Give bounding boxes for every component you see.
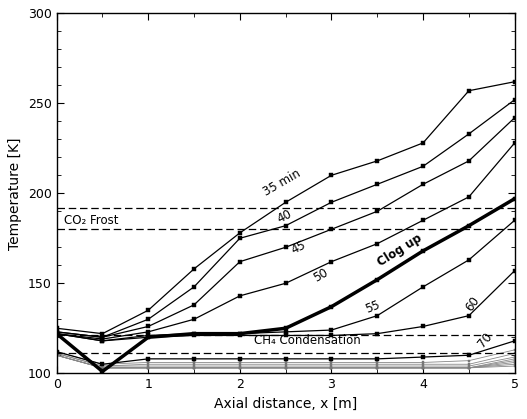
Text: CO₂ Frost: CO₂ Frost: [64, 214, 119, 227]
Text: 55: 55: [363, 298, 382, 316]
Text: CH₄ Condensation: CH₄ Condensation: [253, 334, 360, 347]
Text: 50: 50: [311, 266, 330, 285]
Text: Clog up: Clog up: [375, 231, 424, 269]
Text: 70: 70: [475, 330, 495, 350]
Y-axis label: Temperature [K]: Temperature [K]: [8, 137, 22, 250]
Text: 60: 60: [463, 294, 482, 314]
Text: 35 min: 35 min: [261, 167, 302, 199]
Text: 45: 45: [289, 238, 308, 256]
Text: 40: 40: [275, 207, 294, 226]
X-axis label: Axial distance, x [m]: Axial distance, x [m]: [214, 397, 357, 411]
